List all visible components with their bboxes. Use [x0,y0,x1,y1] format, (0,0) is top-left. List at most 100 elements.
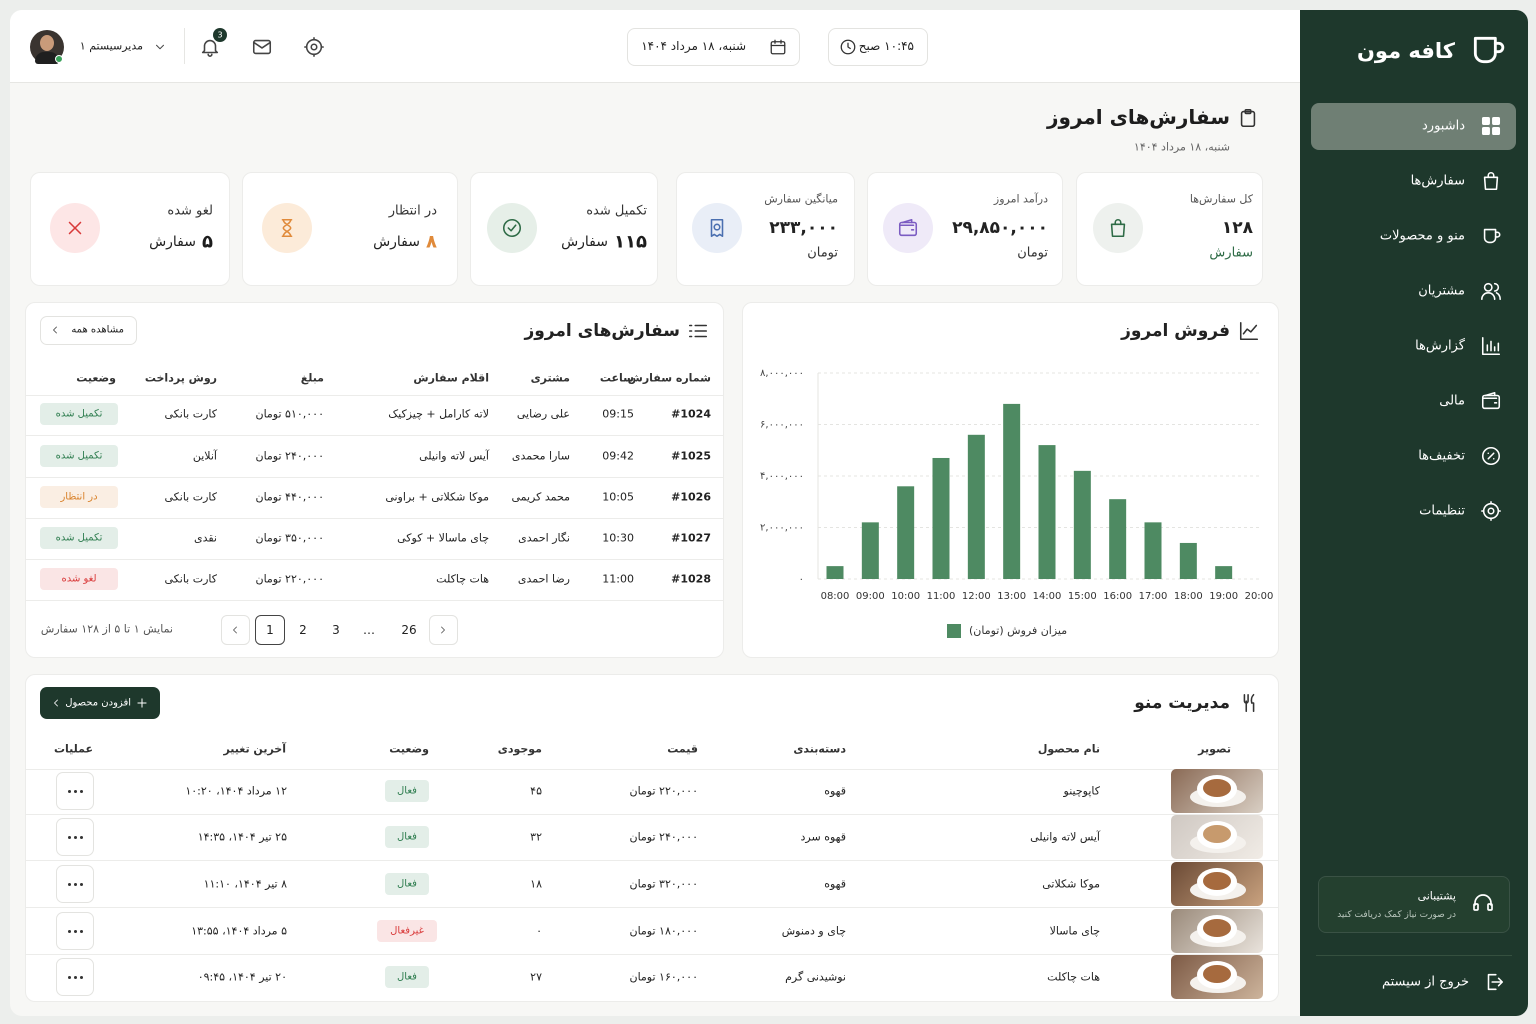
table-cell: ۴۴۰,۰۰۰ تومان [255,490,324,504]
bar [826,566,844,579]
table-cell: کارت بانکی [164,572,217,586]
page-number[interactable]: … [363,623,375,637]
x-tick-label: 20:00 [1245,591,1274,602]
x-tick-label: 12:00 [962,591,991,602]
page-number[interactable]: 1 [266,623,274,637]
icon-part [1481,336,1501,356]
nav-item[interactable]: منو و محصولات [1379,228,1465,244]
icon-part [1493,41,1505,54]
dot [79,835,83,839]
nav-item[interactable]: مشتریان [1418,283,1465,299]
column-header: شماره سفارش [627,371,711,385]
table-cell: #1024 [671,407,711,421]
column-header: مشتری [530,371,570,385]
x-tick-label: 14:00 [1033,591,1062,602]
x-tick-label: 08:00 [821,591,850,602]
icon-part [1474,894,1492,906]
icon-part [137,698,147,708]
table-cell: نگار احمدی [518,531,570,545]
status-badge [385,873,429,895]
column-header: مبلغ [300,371,324,385]
nav-item[interactable]: گزارش‌ها [1415,338,1465,354]
nav-item[interactable]: تنظیمات [1419,503,1465,519]
icon-part [847,42,851,50]
actions-button[interactable] [56,865,94,903]
user-name[interactable]: مدیرسیستم ۱ [79,39,143,53]
icon-part [53,326,57,334]
dot [73,835,77,839]
actions-button[interactable] [56,772,94,810]
page-next[interactable] [429,615,458,645]
bar [932,457,950,579]
avatar-body [35,52,59,64]
icon-part [1481,391,1498,404]
nav-item[interactable]: سفارش‌ها [1410,173,1465,189]
icon-part [1483,282,1493,292]
table-cell: ۲۲۰,۰۰۰ تومان [255,572,324,586]
orders-icon [688,324,708,338]
status-text: لغو شده [61,573,97,585]
stat-icon-bg [262,203,312,253]
logout[interactable]: خروج از سیستم [1381,974,1469,990]
nav-icon [1481,391,1501,410]
status-text: تکمیل شده [55,408,103,420]
y-tick-label: ۲,۰۰۰,۰۰۰ [760,523,804,534]
icon-part [1487,452,1495,460]
product-drink [1203,872,1231,890]
icon-part [1483,176,1499,191]
nav-item[interactable]: مالی [1439,393,1465,409]
icon-part [207,53,213,57]
table-cell: چای و دمنوش [781,924,846,938]
actions-button[interactable] [56,912,94,950]
stat-label: کل سفارش‌ها [1189,192,1253,206]
avatar-face [40,35,54,51]
icon-part [1483,228,1497,244]
status-text: غیرفعال [390,925,424,937]
y-tick-label: ۰ [799,574,804,585]
x-tick-label: 13:00 [997,591,1026,602]
icon-part [840,39,856,55]
icon-part [1491,977,1504,987]
time-pill [828,28,928,66]
stat-label: در انتظار [388,203,437,219]
column-header: موجودی [497,742,542,756]
actions-button[interactable] [56,818,94,856]
table-cell: ۵ مرداد ۱۴۰۴، ۱۳:۵۵ [191,924,287,938]
nav-icon [1483,172,1499,191]
table-cell: 10:30 [602,531,634,545]
bar [1144,522,1162,579]
table-cell: کارت بانکی [164,407,217,421]
column-header: دسته‌بندی [793,742,846,756]
product-drink [1203,825,1231,843]
x-tick-label: 11:00 [927,591,956,602]
table-cell: ۱۸۰,۰۰۰ تومان [629,924,698,938]
dot [67,929,71,933]
table-cell: #1026 [671,490,711,504]
row-divider [25,518,724,519]
nav-item[interactable]: تخفیف‌ها [1418,448,1465,464]
status-badge [385,780,429,802]
page-active [255,615,285,645]
dot [67,789,71,793]
stat-value: ۲۳۳,۰۰۰ [769,218,838,238]
page-next-icon [441,626,445,634]
icon-part [1481,292,1496,301]
table-cell: قهوه [824,784,846,798]
notification-icon [201,39,219,57]
page-number[interactable]: 3 [332,623,340,637]
status-text: تکمیل شده [55,450,103,462]
legend-swatch [947,624,961,638]
icon-part [281,218,293,238]
stat-label: میانگین سفارش [764,192,838,206]
icon-part [305,38,323,56]
table-cell: ۲۴۰,۰۰۰ تومان [255,449,324,463]
page-number[interactable]: 2 [299,623,307,637]
row-divider [25,769,1279,770]
bar [861,522,879,579]
nav-item[interactable]: داشبورد [1422,118,1465,134]
page-number[interactable]: 26 [401,623,417,637]
view-all-button[interactable] [40,316,137,345]
icon-part [1481,127,1490,136]
table-cell: ۱۸ [530,877,542,891]
page-prev[interactable] [221,615,250,645]
